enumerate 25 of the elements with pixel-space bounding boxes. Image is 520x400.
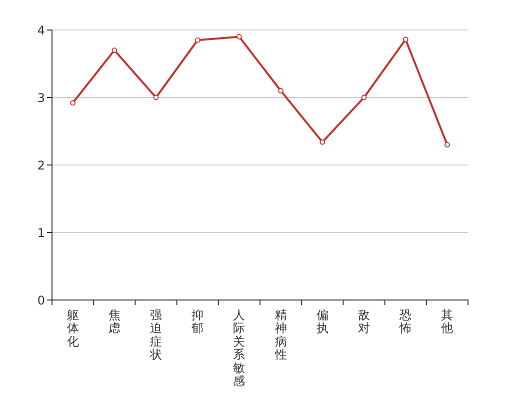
point <box>236 34 242 40</box>
point <box>278 88 284 94</box>
point <box>402 36 408 42</box>
y-tick-label: 2 <box>37 158 45 172</box>
y-tick-label: 3 <box>37 90 45 105</box>
y-tick-label: 1 <box>37 226 45 240</box>
point <box>320 139 326 145</box>
x-tick-label: 躯体化 <box>66 308 79 348</box>
point <box>194 37 200 43</box>
point <box>153 94 159 100</box>
x-tick-label: 偏执 <box>316 308 328 336</box>
point <box>70 100 76 106</box>
x-tick-label: 焦虑 <box>108 308 120 336</box>
y-tick-label: 4 <box>37 23 45 38</box>
x-tick-label: 人际关系敏感 <box>233 308 246 388</box>
point <box>444 142 450 148</box>
x-tick-label: 精神病性 <box>274 308 287 362</box>
point <box>112 48 118 53</box>
x-tick-label: 抑郁 <box>192 308 204 336</box>
x-tick-label: 恐怖 <box>398 308 412 336</box>
y-tick-label: 0 <box>37 293 45 308</box>
x-tick-label: 强迫症状 <box>149 308 162 362</box>
point <box>361 94 367 100</box>
x-tick-label: 敌对 <box>358 308 370 336</box>
x-tick-label: 其他 <box>441 308 454 336</box>
